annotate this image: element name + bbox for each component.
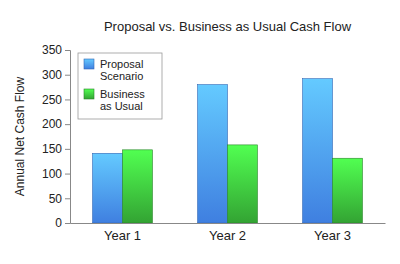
y-axis: 0 50 100 150 200 250 300 350	[42, 43, 71, 230]
y-tick: 350	[42, 43, 70, 57]
plot-area: 0 50 100 150 200 250 300 350 Year 1 Year 2 Year 3 P…	[42, 43, 386, 243]
y-tick: 100	[42, 167, 70, 181]
y-tick-mark	[65, 198, 70, 199]
bar	[303, 79, 333, 223]
y-tick: 250	[42, 93, 70, 107]
bar	[333, 158, 363, 223]
y-tick-mark	[65, 174, 70, 175]
x-tick: Year 1	[104, 228, 141, 243]
y-tick-label: 50	[49, 192, 63, 206]
y-tick-mark	[65, 99, 70, 100]
legend-label: ProposalScenario	[100, 58, 143, 82]
bar	[228, 145, 258, 223]
y-tick: 150	[42, 142, 70, 156]
y-tick-label: 100	[42, 167, 62, 181]
y-axis-title: Annual Net Cash Flow	[13, 76, 27, 196]
x-tick-label: Year 2	[209, 228, 246, 243]
x-tick: Year 3	[314, 228, 351, 243]
bar	[123, 150, 153, 223]
bar	[198, 85, 228, 223]
y-tick: 0	[55, 216, 70, 230]
y-tick-label: 350	[42, 43, 62, 57]
y-axis-line	[65, 51, 71, 224]
legend: ProposalScenario Businessas Usual	[78, 53, 162, 119]
title: Proposal vs. Business as Usual Cash Flow	[104, 19, 352, 34]
y-tick-mark	[65, 50, 70, 51]
x-tick: Year 2	[209, 228, 246, 243]
chart: Proposal vs. Business as Usual Cash Flow…	[0, 0, 400, 264]
y-tick-mark	[65, 223, 70, 224]
y-tick: 50	[49, 192, 70, 206]
bar	[93, 153, 123, 223]
x-tick-label: Year 3	[314, 228, 351, 243]
y-tick-mark	[65, 75, 70, 76]
x-axis-line	[71, 223, 386, 224]
y-tick-label: 0	[55, 216, 62, 230]
y-tick-label: 300	[42, 68, 62, 82]
y-tick-label: 150	[42, 142, 62, 156]
legend-swatch	[84, 89, 94, 99]
x-tick-label: Year 1	[104, 228, 141, 243]
x-axis: Year 1 Year 2 Year 3	[71, 224, 386, 244]
y-tick: 300	[42, 68, 70, 82]
y-tick-label: 250	[42, 93, 62, 107]
y-tick-mark	[65, 149, 70, 150]
y-tick-mark	[65, 124, 70, 125]
y-tick-label: 200	[42, 117, 62, 131]
legend-box	[78, 53, 162, 119]
y-tick: 200	[42, 117, 70, 131]
legend-label: Businessas Usual	[100, 88, 145, 112]
bars	[93, 79, 363, 223]
legend-swatch	[84, 59, 94, 69]
